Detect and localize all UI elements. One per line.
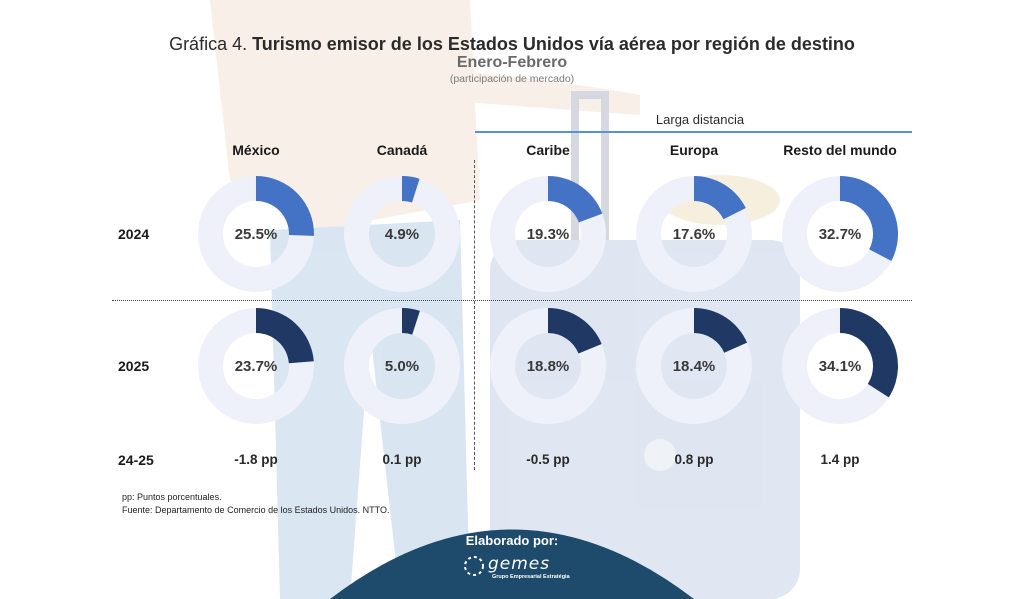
- logo-swirl-icon: [464, 556, 484, 576]
- row-label-2025: 2025: [118, 358, 150, 374]
- donut-segment-caribe-2024: [548, 176, 603, 223]
- donut-label-mexico-2025: 23.7%: [235, 358, 278, 375]
- chart-subtitle: Enero-Febrero: [456, 54, 568, 71]
- diff-mexico: -1.8 pp: [234, 452, 278, 467]
- horizontal-separator: [112, 300, 912, 301]
- donut-remainder-caribe-2025: [490, 308, 607, 424]
- donut-segment-resto-2025: [840, 308, 898, 398]
- donut-segment-europa-2025: [694, 308, 748, 353]
- donut-remainder-mexico-2025: [198, 308, 314, 424]
- donut-label-canada-2024: 4.9%: [385, 226, 419, 243]
- suitcase-wheel: [644, 439, 676, 471]
- gemes-logo: gemes Grupo Empresarial Estratégia: [460, 552, 570, 582]
- chart-title: Gráfica 4. Turismo emisor de los Estados…: [0, 34, 1024, 55]
- col-header-canada: Canadá: [376, 142, 428, 158]
- diff-resto: 1.4 pp: [820, 452, 860, 467]
- traveler-shirt: [210, 0, 480, 230]
- donut-remainder-resto-2024: [782, 176, 892, 292]
- donut-label-europa-2024: 17.6%: [673, 226, 716, 243]
- donut-label-mexico-2024: 25.5%: [235, 226, 278, 243]
- vertical-separator: [474, 160, 475, 470]
- donut-segment-mexico-2024: [256, 176, 314, 236]
- title-main: Turismo emisor de los Estados Unidos vía…: [252, 34, 855, 54]
- chart-unit-note: (participación de mercado): [449, 73, 575, 85]
- row-label-diff: 24-25: [118, 452, 154, 468]
- long-distance-line: [475, 131, 912, 133]
- donut-remainder-resto-2025: [782, 308, 889, 424]
- donut-remainder-mexico-2024: [197, 176, 314, 292]
- title-prefix: Gráfica 4.: [169, 34, 248, 54]
- donut-remainder-europa-2025: [636, 308, 752, 424]
- long-distance-label: Larga distancia: [655, 112, 745, 127]
- traveler-arm: [440, 70, 640, 115]
- donut-segment-caribe-2025: [548, 308, 602, 354]
- col-header-europa: Europa: [669, 142, 719, 158]
- donut-segment-mexico-2025: [256, 308, 314, 364]
- donut-remainder-europa-2024: [636, 176, 753, 293]
- diff-canada: 0.1 pp: [382, 452, 422, 467]
- donut-remainder-caribe-2024: [489, 176, 606, 292]
- donut-label-resto-2025: 34.1%: [819, 358, 862, 375]
- donut-label-canada-2025: 5.0%: [385, 358, 419, 375]
- row-label-2024: 2024: [118, 226, 150, 242]
- donut-remainder-canada-2025: [343, 308, 460, 425]
- donut-segment-canada-2024: [402, 176, 420, 203]
- donut-segment-europa-2024: [694, 176, 746, 220]
- donut-remainder-canada-2024: [343, 176, 460, 292]
- col-header-resto: Resto del mundo: [783, 142, 897, 158]
- logo-wordmark: gemes: [488, 554, 551, 574]
- donut-label-resto-2024: 32.7%: [819, 226, 862, 243]
- col-header-caribe: Caribe: [526, 142, 570, 158]
- footnote-pp: pp: Puntos porcentuales.: [122, 492, 222, 502]
- donut-segment-resto-2024: [840, 176, 899, 261]
- diff-caribe: -0.5 pp: [526, 452, 570, 467]
- diff-europa: 0.8 pp: [674, 452, 714, 467]
- logo-tagline: Grupo Empresarial Estratégia: [492, 574, 570, 580]
- credit-label: Elaborado por:: [465, 533, 559, 548]
- donut-label-europa-2025: 18.4%: [673, 358, 716, 375]
- donut-segment-canada-2025: [402, 308, 420, 335]
- footnote-source: Fuente: Departamento de Comercio de los …: [122, 505, 390, 515]
- col-header-mexico: México: [232, 142, 280, 158]
- donut-label-caribe-2025: 18.8%: [527, 358, 570, 375]
- donut-label-caribe-2024: 19.3%: [527, 226, 570, 243]
